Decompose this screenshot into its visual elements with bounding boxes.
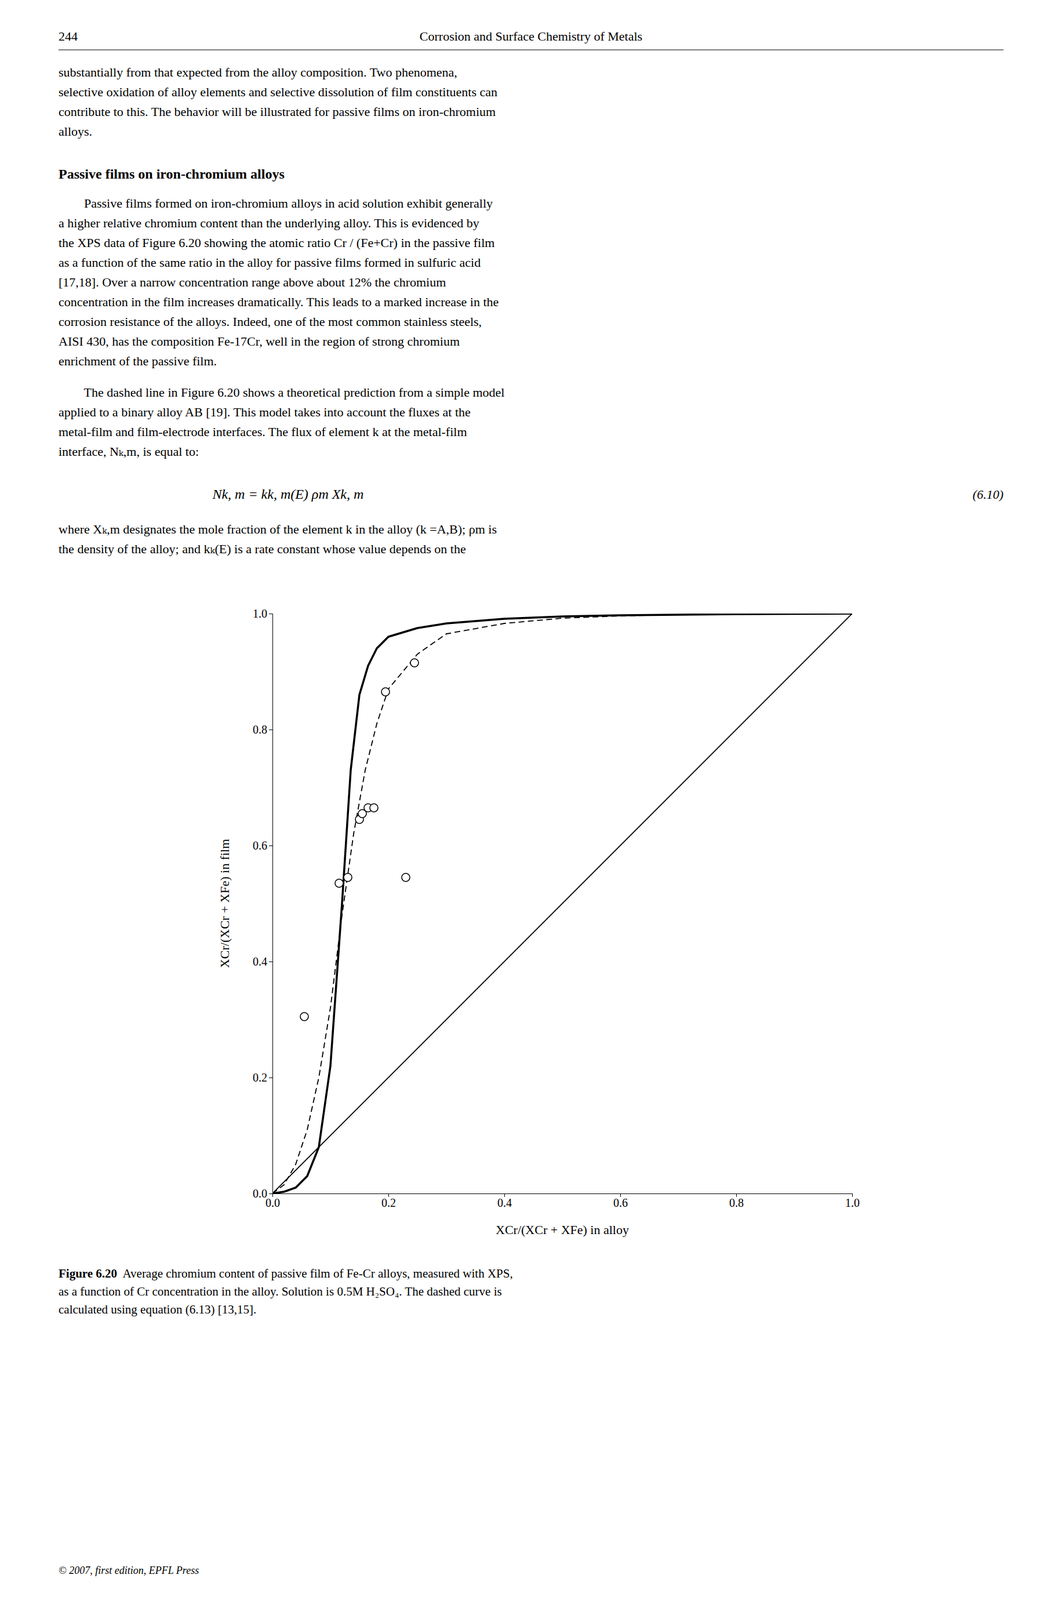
y-axis-line [268,613,274,1194]
tick: 0.4 [252,954,273,968]
y-axis: 0.0 0.2 0.4 0.6 0.8 1.0 [252,606,274,1200]
caption-line: as a function of Cr concentration in the… [58,1284,503,1298]
running-title: Corrosion and Surface Chemistry of Metal… [419,28,643,44]
paragraph-line: metal-film and film-electrode interfaces… [58,424,468,439]
paragraph-line: as a function of the same ratio in the a… [58,255,481,270]
paragraph-line: where Xₖ,m designates the mole fraction … [58,521,497,537]
paragraph-line: the XPS data of Figure 6.20 showing the … [58,235,495,250]
equation-number: (6.10) [972,486,1004,502]
paragraph-line: alloys. [58,124,93,139]
tick-label: 0.8 [729,1195,744,1209]
caption-text: calculated using equation (6.13) [13,15]… [58,1301,257,1316]
scatter-series [300,658,419,1021]
paragraph-line: Passive films formed on iron-chromium al… [58,195,493,211]
caption-text: Average chromium content of passive film… [117,1266,514,1280]
paragraph-line: [17,18]. Over a narrow concentration ran… [58,274,446,290]
caption: Figure 6.20 Average chromium content of … [58,1266,514,1316]
tick-label: 0.8 [252,722,268,736]
paragraph-line: The dashed line in Figure 6.20 shows a t… [58,384,505,400]
copyright: © 2007, first edition, EPFL Press [58,1564,199,1576]
paragraph-line: the density of the alloy; and kₖ(E) is a… [58,541,467,556]
tick-mark [268,845,273,846]
caption-text: as a function of Cr concentration in the… [58,1284,503,1298]
tick-label: 0.4 [497,1195,512,1209]
paragraph-line: interface, Nₖ,m, is equal to: [58,444,199,459]
paragraph-line: AISI 430, has the composition Fe-17Cr, w… [58,333,460,349]
section-heading: Passive films on iron-chromium alloys [58,166,285,182]
line-series [272,613,853,1194]
x-axis-title: XCr/(XCr + XFe) in alloy [495,1221,629,1237]
tick-label: 0.2 [381,1195,396,1209]
page: 244 Corrosion and Surface Chemistry of Me… [0,0,1062,1600]
tick-label: 1.0 [845,1195,860,1209]
x-axis-line [273,1193,853,1198]
tick-mark [268,1077,273,1078]
paragraph: Passive films formed on iron-chromium al… [58,195,499,369]
paragraph-line: selective oxidation of alloy elements an… [58,84,498,100]
tick-label: 0.2 [252,1070,268,1084]
x-axis: 0.0 0.2 0.4 0.6 0.8 1.0 [265,1193,860,1209]
tick-label: 1.0 [252,606,268,620]
data-point [369,803,378,812]
caption-line: Figure 6.20 Average chromium content of … [58,1266,514,1280]
tick-mark [268,613,273,614]
tick: 0.6 [252,838,273,852]
page-number: 244 [58,28,78,44]
tick-label: 0.0 [252,1186,268,1200]
tick: 0.0 [265,1193,280,1209]
tick: 1.0 [845,1193,860,1209]
header-rule [58,49,1004,50]
paragraph-line: corrosion resistance of the alloys. Inde… [58,314,482,329]
tick-label: 0.6 [252,838,268,852]
caption-label: Figure 6.20 [58,1266,118,1280]
tick: 0.8 [729,1193,744,1209]
body-text: substantially from that expected from th… [58,64,1004,556]
paragraph: substantially from that expected from th… [58,64,498,139]
tick: 0.6 [613,1193,628,1209]
data-point [300,1012,309,1021]
caption-line: calculated using equation (6.13) [13,15]… [58,1301,257,1316]
paragraph-line: concentration in the film increases dram… [58,294,499,309]
tick: 0.8 [252,722,273,736]
tick: 0.2 [381,1193,396,1209]
data-point [343,873,352,882]
paragraph-line: enrichment of the passive film. [58,353,217,369]
equation: Nk, m = kk, m(E) ρm Xk, m [211,486,364,502]
data-point [335,878,344,887]
tick-mark [268,729,273,730]
tick-mark [268,961,273,962]
y-axis-title: XCr/(XCr + XFe) in film [217,838,232,969]
tick: 0.0 [252,1186,273,1200]
data-point [401,873,410,882]
plot-area [272,613,853,1194]
tick-mark [268,1193,273,1194]
paragraph-line: a higher relative chromium content than … [58,215,480,231]
paragraph: where Xₖ,m designates the mole fraction … [58,521,497,556]
line-series [272,613,853,1194]
chart: 0.0 0.2 0.4 0.6 0.8 1.0 0.0 0.2 0.4 0.6 0.8 1.0 XCr/… [217,606,860,1237]
tick: 1.0 [252,606,273,620]
paragraph-line: substantially from that expected from th… [58,64,458,80]
tick-label: 0.0 [265,1195,280,1209]
paragraph-line: applied to a binary alloy AB [19]. This … [58,404,471,420]
page-header: 244 Corrosion and Surface Chemistry of Me… [58,28,1004,50]
data-point [381,687,390,696]
paragraph: The dashed line in Figure 6.20 shows a t… [58,384,505,459]
line-series [272,613,853,1194]
data-point [410,658,419,667]
page-background [0,0,1062,1600]
tick: 0.4 [497,1193,512,1209]
tick-label: 0.6 [613,1195,628,1209]
tick: 0.2 [252,1070,273,1084]
paragraph-line: contribute to this. The behavior will be… [58,104,496,119]
tick-label: 0.4 [252,954,268,968]
